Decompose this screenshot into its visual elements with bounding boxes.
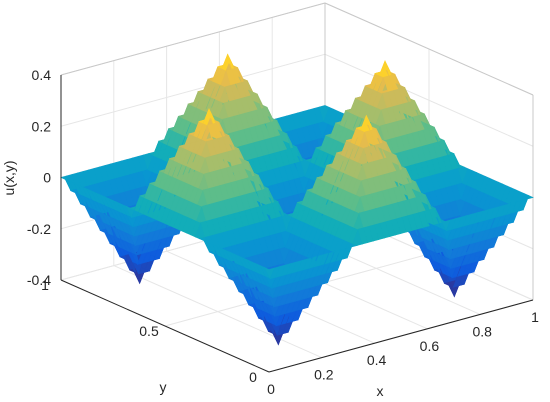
axis-line — [268, 299, 534, 373]
z-tick-label: -0.2 — [27, 221, 51, 237]
axis-line — [60, 279, 270, 373]
y-tick-label: 0.5 — [139, 323, 159, 339]
z-axis-label: u(x,y) — [1, 161, 17, 196]
z-tick-label: 0.2 — [32, 118, 52, 134]
box-edge — [60, 2, 326, 76]
x-tick-label: 0.8 — [472, 323, 492, 339]
x-tick-label: 0 — [267, 381, 275, 397]
z-tick-label: 0 — [43, 170, 51, 186]
z-gridline — [60, 2, 534, 96]
y-axis-label: y — [160, 379, 167, 395]
z-tick-label: 0.4 — [32, 67, 52, 83]
surface-patch — [522, 195, 534, 211]
axes — [60, 75, 534, 373]
y-tick-label: 0 — [249, 369, 257, 385]
y-tick-label: 1 — [41, 277, 49, 293]
x-tick-label: 0.6 — [420, 338, 440, 354]
x-tick-label: 0.4 — [367, 352, 387, 368]
box-edge — [324, 2, 534, 96]
surface-mesh — [60, 53, 534, 346]
z-tick-label: -0.4 — [27, 272, 51, 288]
x-tick-label: 1 — [531, 309, 539, 325]
x-tick-label: 0.2 — [314, 367, 334, 383]
x-axis-label: x — [377, 383, 384, 399]
